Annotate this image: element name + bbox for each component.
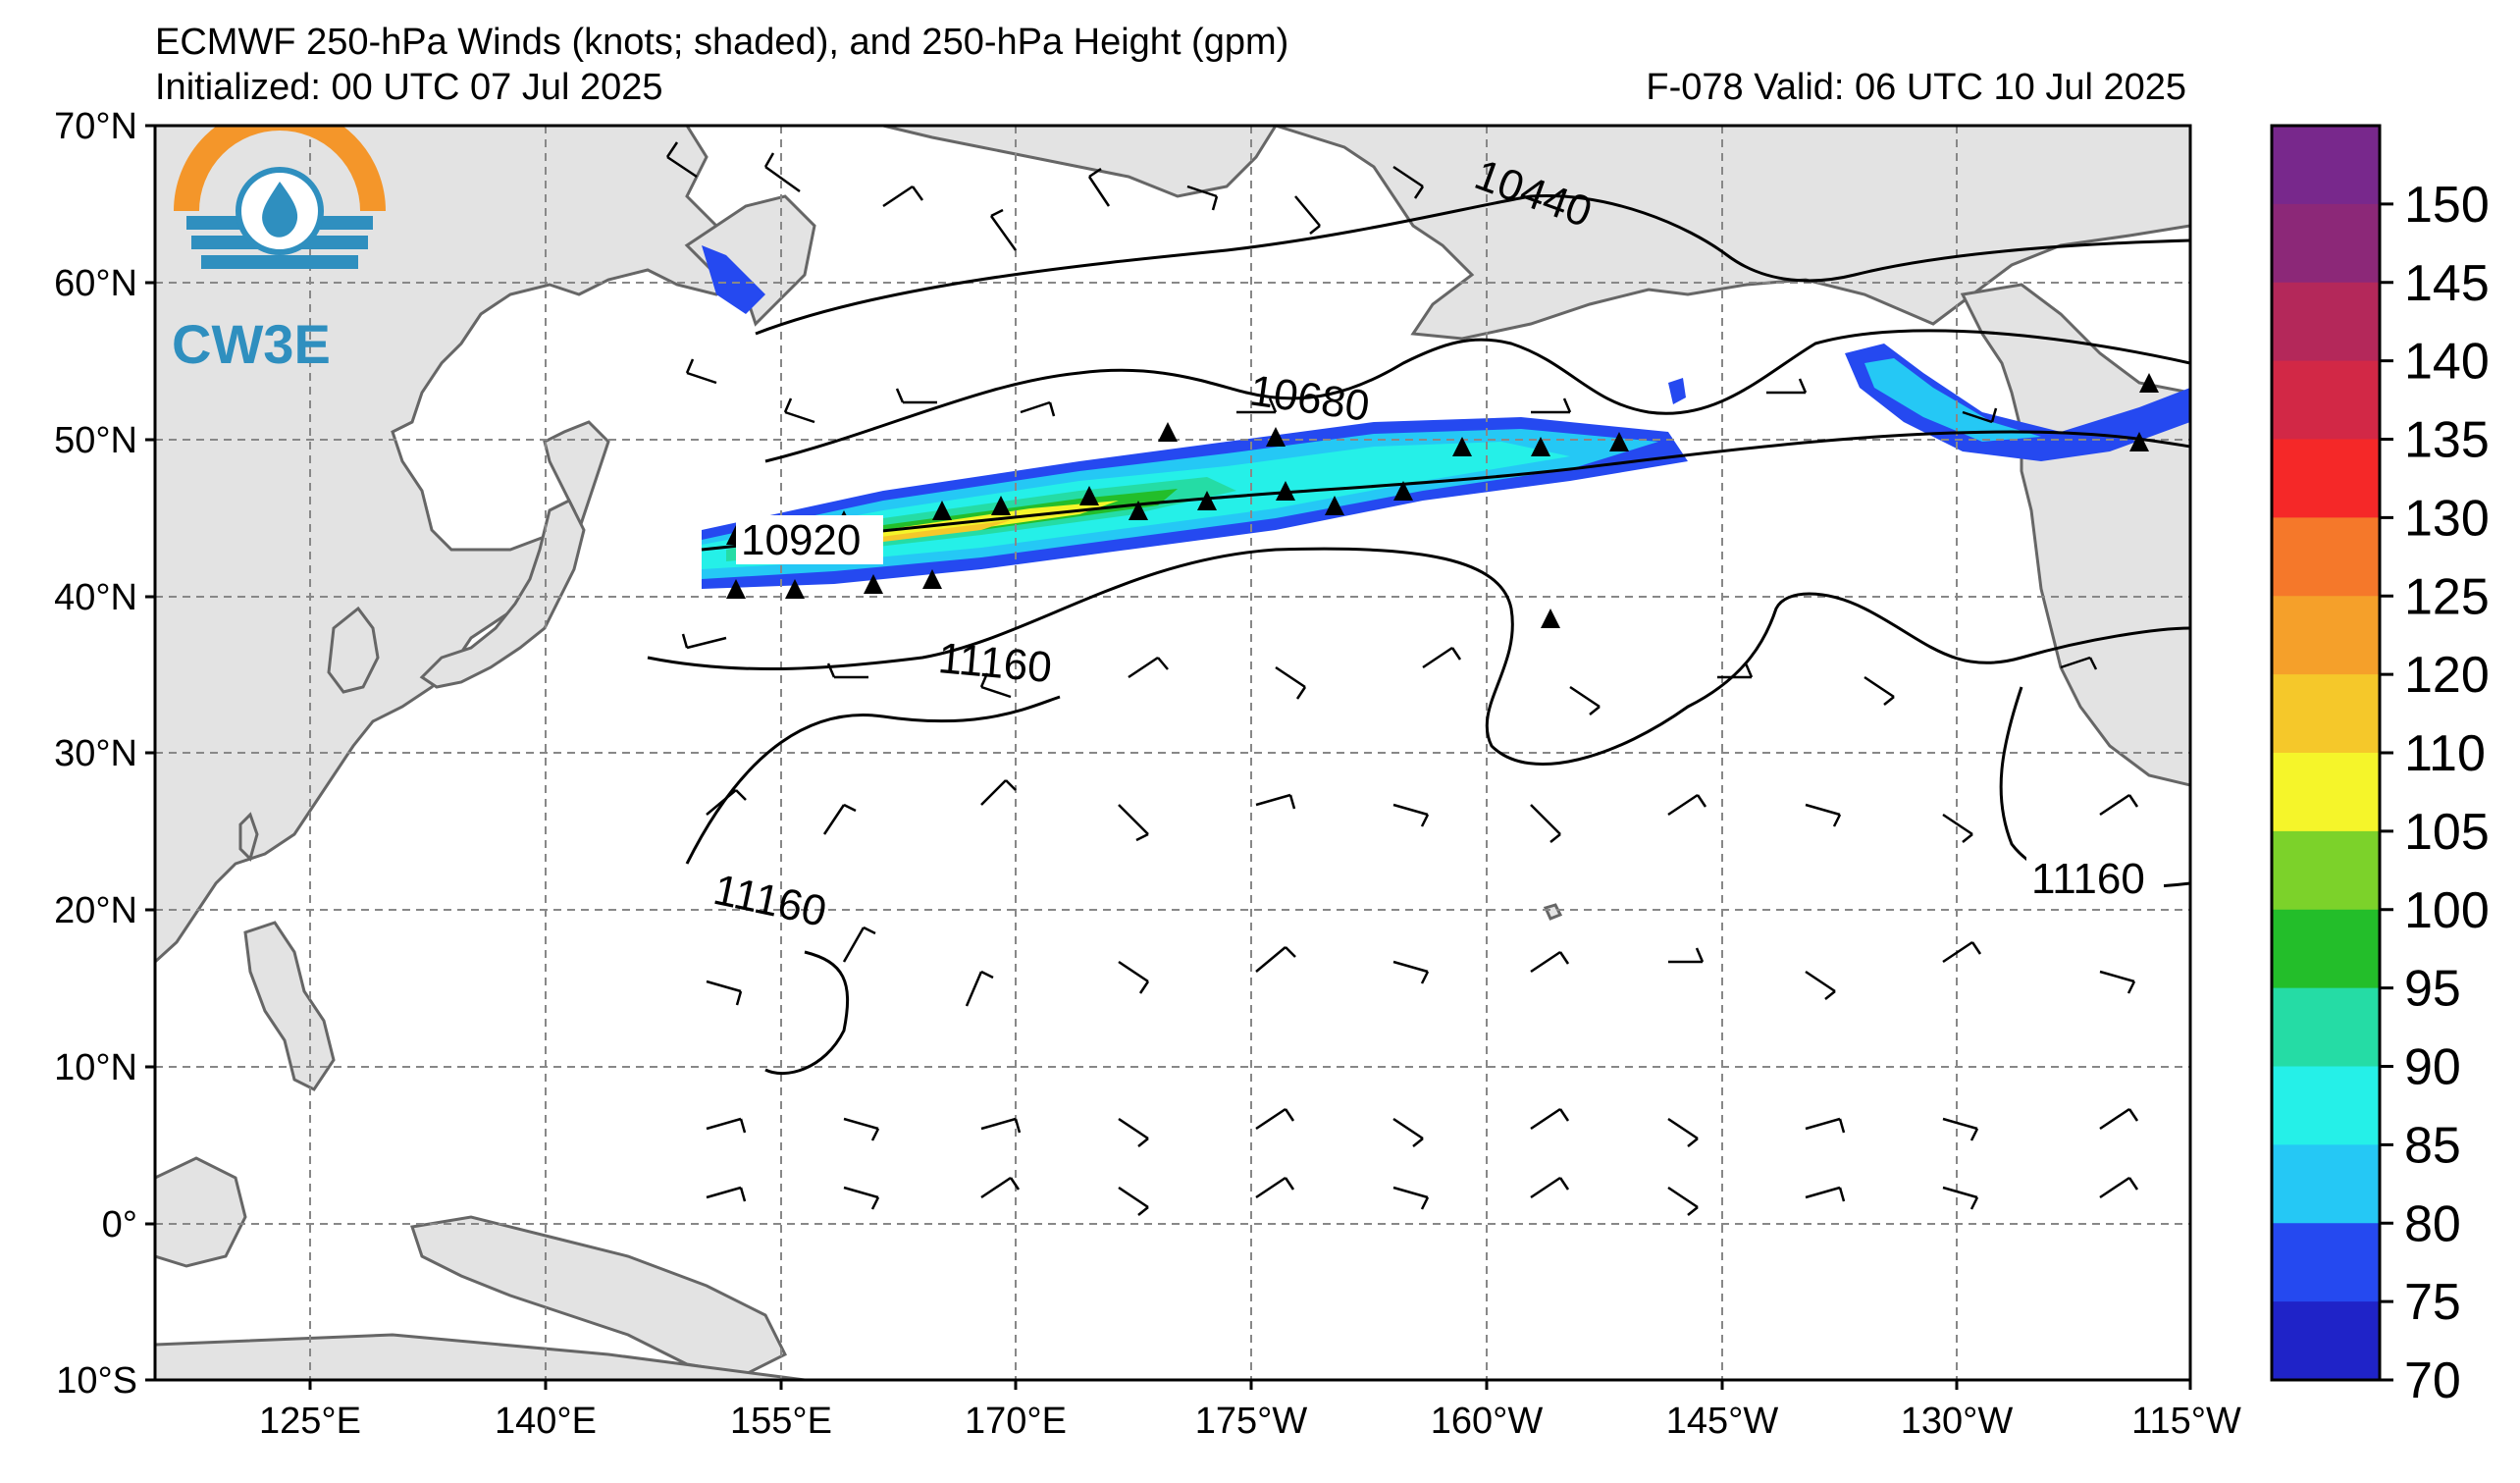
longitude-labels: 125°E 140°E 155°E 170°E 175°W 160°W 145°… [259,1401,2241,1442]
lon-label: 125°E [259,1401,361,1442]
water-drop-sun-icon [262,182,298,238]
barb-row-2 [685,358,1998,424]
lon-label: 145°W [1666,1401,1779,1442]
australia-edge [155,1333,806,1380]
contour-11160-north [647,547,2190,767]
contour-10680 [764,329,2190,463]
contour-label-11160-north: 11160 [936,634,1054,692]
lat-label: 20°N [54,890,137,931]
lat-label: 50°N [54,420,137,461]
contour-11160-south [685,695,1061,865]
lat-label: 10°N [54,1047,137,1088]
colorbar-tick-label: 130 [2404,490,2490,547]
colorbar-swatch [2272,1066,2380,1145]
colorbar-swatch [2272,987,2380,1067]
colorbar-swatch [2272,439,2380,518]
latitude-labels: 70°N 60°N 50°N 40°N 30°N 20°N 10°N 0° 10… [54,106,137,1402]
colorbar-tick-label: 80 [2404,1195,2461,1252]
colorbar-swatch [2272,753,2380,832]
map-content: 10920 10440 10680 11160 11160 11160 CW3E [155,126,2190,1380]
colorbar-swatch [2272,830,2380,911]
barb-row-3 [681,633,2098,715]
hawaii-islands [1543,903,1563,921]
barb-row-1 [665,141,1425,251]
colorbar-tick-label: 150 [2404,177,2490,234]
contour-labels: 10920 10440 10680 11160 11160 11160 [709,150,2164,936]
contour-label-10920: 10920 [741,516,861,564]
colorbar-tick-label: 100 [2404,882,2490,939]
jet-pennants [726,373,2159,628]
lon-label: 170°E [965,1401,1067,1442]
land-masses [155,126,2190,1380]
lat-label: 40°N [54,577,137,618]
colorbar-tick-label: 110 [2404,725,2486,782]
colorbar-tick-label: 85 [2404,1117,2461,1174]
valid-time: F-078 Valid: 06 UTC 10 Jul 2025 [1646,67,2186,108]
barb-row-4 [706,779,2139,843]
colorbar-tick-label: 145 [2404,255,2490,312]
colorbar-swatch [2272,282,2380,362]
logo-text: CW3E [172,313,331,375]
contour-11160-sw [764,950,850,1076]
lon-label: 140°E [495,1401,597,1442]
lat-label: 0° [102,1204,137,1245]
barb-row-7 [706,1176,2139,1216]
aleutian-west [882,126,1278,198]
jet-alaska [702,245,765,314]
japan-islands [419,498,586,689]
colorbar-swatch [2272,1144,2380,1224]
contour-10440 [755,194,2190,336]
lon-label: 155°E [730,1401,832,1442]
init-time: Initialized: 00 UTC 07 Jul 2025 [155,67,663,108]
colorbar-swatch [2272,909,2380,989]
colorbar-swatch [2272,203,2380,284]
lon-label: 130°W [1901,1401,2014,1442]
lat-label: 70°N [54,106,137,147]
colorbar-swatch [2272,1223,2380,1302]
colorbar-tick-label: 105 [2404,804,2490,861]
colorbar-swatch [2272,126,2380,205]
contour-10920 [701,430,2190,552]
colorbar-tick-label: 95 [2404,961,2461,1018]
contour-label-11160-east: 11160 [2031,855,2145,903]
colorbar-tick-label: 75 [2404,1274,2461,1331]
colorbar-tick-label: 90 [2404,1039,2461,1096]
lon-label: 175°W [1195,1401,1308,1442]
colorbar-swatch [2272,596,2380,675]
colorbar-swatch [2272,517,2380,597]
borneo [155,1156,247,1268]
colorbar-swatch [2272,1301,2380,1381]
colorbar: 70 75 80 85 90 95 100 105 110 120 125 130 135 140 145 1… [2270,124,2490,1409]
jet-nw-america-80 [1864,358,2041,442]
colorbar-swatch [2272,360,2380,440]
barb-row-6 [706,1107,2139,1147]
colorbar-tick-label: 120 [2404,647,2490,704]
jet-small-blob [1668,378,1686,404]
colorbar-tick-label: 70 [2404,1352,2461,1409]
barb-row-5 [706,926,2136,1007]
lat-label: 60°N [54,263,137,304]
lat-label: 30°N [54,733,137,774]
korea-peninsula [327,606,380,694]
jet-core-110 [844,520,1011,542]
wind-barbs [665,141,2139,1216]
lon-label: 115°W [2131,1401,2241,1442]
lon-label: 160°W [1431,1401,1544,1442]
colorbar-tick-label: 125 [2404,568,2490,625]
axis-ticks [145,124,2192,1390]
map-title: ECMWF 250-hPa Winds (knots; shaded), and… [155,22,1289,63]
colorbar-tick-label: 140 [2404,334,2490,391]
asia-landmass [155,126,748,965]
logo-sun-arc [174,126,386,212]
jet-nw-america [1845,344,2190,461]
taiwan [238,812,259,862]
colorbar-tick-label: 135 [2404,412,2490,469]
lat-label: 10°S [56,1360,137,1402]
philippines [243,921,336,1091]
cw3e-logo: CW3E [172,126,386,375]
colorbar-swatch [2272,674,2380,754]
